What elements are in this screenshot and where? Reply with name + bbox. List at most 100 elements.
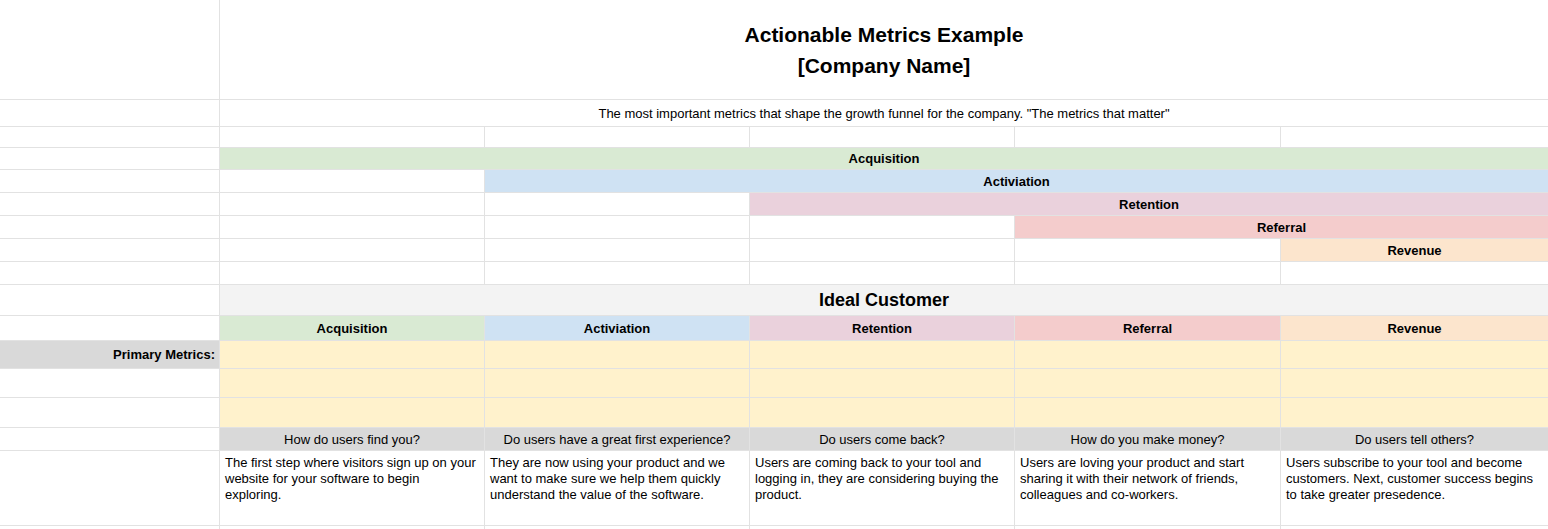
sheet-title-line1: Actionable Metrics Example: [745, 19, 1024, 50]
empty-cell[interactable]: [750, 262, 1015, 285]
description-cell-retention[interactable]: Users are coming back to your tool and l…: [750, 451, 1015, 526]
funnel-bar-activiation[interactable]: Activiation: [485, 170, 1548, 193]
empty-cell[interactable]: [220, 170, 485, 193]
empty-cell[interactable]: [1015, 239, 1281, 262]
metric-cell[interactable]: [485, 341, 750, 369]
sheet-title-line2: [Company Name]: [798, 50, 971, 81]
column-header-referral-label: Referral: [1123, 321, 1172, 336]
empty-cell[interactable]: [0, 285, 220, 316]
funnel-bar-retention-label: Retention: [1119, 197, 1179, 212]
empty-cell[interactable]: [220, 193, 485, 216]
funnel-bar-revenue-label: Revenue: [1387, 243, 1441, 258]
question-cell-acquisition[interactable]: How do users find you?: [220, 428, 485, 451]
question-retention: Do users come back?: [819, 432, 945, 447]
description-cell-referral[interactable]: Users are loving your product and start …: [1015, 451, 1281, 526]
column-header-acquisition-label: Acquisition: [317, 321, 388, 336]
column-header-retention[interactable]: Retention: [750, 316, 1015, 341]
title-cell[interactable]: Actionable Metrics Example [Company Name…: [220, 0, 1548, 100]
metric-cell[interactable]: [485, 398, 750, 428]
empty-cell[interactable]: [0, 127, 220, 148]
question-cell-referral[interactable]: How do you make money?: [1015, 428, 1281, 451]
metric-cell[interactable]: [220, 341, 485, 369]
metric-cell[interactable]: [750, 341, 1015, 369]
empty-cell[interactable]: [485, 193, 750, 216]
empty-cell[interactable]: [0, 170, 220, 193]
funnel-bar-activiation-label: Activiation: [983, 174, 1049, 189]
question-referral: How do you make money?: [1071, 432, 1225, 447]
funnel-bar-referral[interactable]: Referral: [1015, 216, 1548, 239]
empty-cell[interactable]: [220, 127, 485, 148]
empty-cell[interactable]: [0, 0, 220, 100]
question-acquisition: How do users find you?: [284, 432, 420, 447]
empty-cell[interactable]: [0, 262, 220, 285]
funnel-bar-revenue[interactable]: Revenue: [1281, 239, 1548, 262]
empty-cell[interactable]: [0, 316, 220, 341]
metric-cell[interactable]: [1015, 369, 1281, 398]
subtitle-cell[interactable]: The most important metrics that shape th…: [220, 100, 1548, 127]
metric-cell[interactable]: [220, 398, 485, 428]
ideal-customer-title: Ideal Customer: [819, 290, 949, 311]
empty-cell[interactable]: [1281, 262, 1548, 285]
metric-cell[interactable]: [220, 369, 485, 398]
empty-cell[interactable]: [485, 216, 750, 239]
column-header-activiation[interactable]: Activiation: [485, 316, 750, 341]
empty-cell[interactable]: [220, 216, 485, 239]
question-cell-retention[interactable]: Do users come back?: [750, 428, 1015, 451]
empty-cell[interactable]: [0, 451, 220, 526]
primary-metrics-label-cell[interactable]: Primary Metrics:: [0, 341, 220, 369]
sheet-subtitle: The most important metrics that shape th…: [598, 106, 1169, 121]
metric-cell[interactable]: [1015, 398, 1281, 428]
column-header-activiation-label: Activiation: [584, 321, 650, 336]
description-retention: Users are coming back to your tool and l…: [755, 455, 1008, 503]
question-cell-revenue[interactable]: Do users tell others?: [1281, 428, 1548, 451]
empty-cell[interactable]: [0, 428, 220, 451]
empty-cell[interactable]: [0, 216, 220, 239]
column-header-revenue[interactable]: Revenue: [1281, 316, 1548, 341]
empty-cell[interactable]: [0, 369, 220, 398]
description-cell-acquisition[interactable]: The first step where visitors sign up on…: [220, 451, 485, 526]
metric-cell[interactable]: [750, 398, 1015, 428]
description-cell-activiation[interactable]: They are now using your product and we w…: [485, 451, 750, 526]
description-revenue: Users subscribe to your tool and become …: [1286, 455, 1542, 503]
question-revenue: Do users tell others?: [1355, 432, 1474, 447]
empty-cell[interactable]: [485, 127, 750, 148]
column-header-referral[interactable]: Referral: [1015, 316, 1281, 341]
empty-cell[interactable]: [0, 193, 220, 216]
empty-cell[interactable]: [220, 239, 485, 262]
funnel-bar-acquisition-label: Acquisition: [849, 151, 920, 166]
empty-cell[interactable]: [0, 148, 220, 170]
metric-cell[interactable]: [1281, 398, 1548, 428]
question-activiation: Do users have a great first experience?: [504, 432, 731, 447]
empty-cell[interactable]: [485, 239, 750, 262]
question-cell-activiation[interactable]: Do users have a great first experience?: [485, 428, 750, 451]
description-cell-revenue[interactable]: Users subscribe to your tool and become …: [1281, 451, 1548, 526]
description-acquisition: The first step where visitors sign up on…: [225, 455, 478, 503]
empty-cell[interactable]: [485, 262, 750, 285]
metric-cell[interactable]: [1281, 341, 1548, 369]
metric-cell[interactable]: [1281, 369, 1548, 398]
empty-cell[interactable]: [1015, 127, 1281, 148]
funnel-bar-referral-label: Referral: [1257, 220, 1306, 235]
empty-cell[interactable]: [750, 239, 1015, 262]
column-header-acquisition[interactable]: Acquisition: [220, 316, 485, 341]
empty-cell[interactable]: [0, 239, 220, 262]
column-header-revenue-label: Revenue: [1387, 321, 1441, 336]
funnel-bar-acquisition[interactable]: Acquisition: [220, 148, 1548, 170]
description-activiation: They are now using your product and we w…: [490, 455, 743, 503]
empty-cell[interactable]: [0, 398, 220, 428]
empty-cell[interactable]: [750, 216, 1015, 239]
spreadsheet: Actionable Metrics Example [Company Name…: [0, 0, 1548, 529]
empty-cell[interactable]: [0, 100, 220, 127]
primary-metrics-label: Primary Metrics:: [113, 347, 215, 362]
column-header-retention-label: Retention: [852, 321, 912, 336]
funnel-bar-retention[interactable]: Retention: [750, 193, 1548, 216]
empty-cell[interactable]: [1015, 262, 1281, 285]
description-referral: Users are loving your product and start …: [1020, 455, 1274, 503]
empty-cell[interactable]: [750, 127, 1015, 148]
empty-cell[interactable]: [1281, 127, 1548, 148]
ideal-customer-header-cell[interactable]: Ideal Customer: [220, 285, 1548, 316]
metric-cell[interactable]: [485, 369, 750, 398]
empty-cell[interactable]: [220, 262, 485, 285]
metric-cell[interactable]: [1015, 341, 1281, 369]
metric-cell[interactable]: [750, 369, 1015, 398]
